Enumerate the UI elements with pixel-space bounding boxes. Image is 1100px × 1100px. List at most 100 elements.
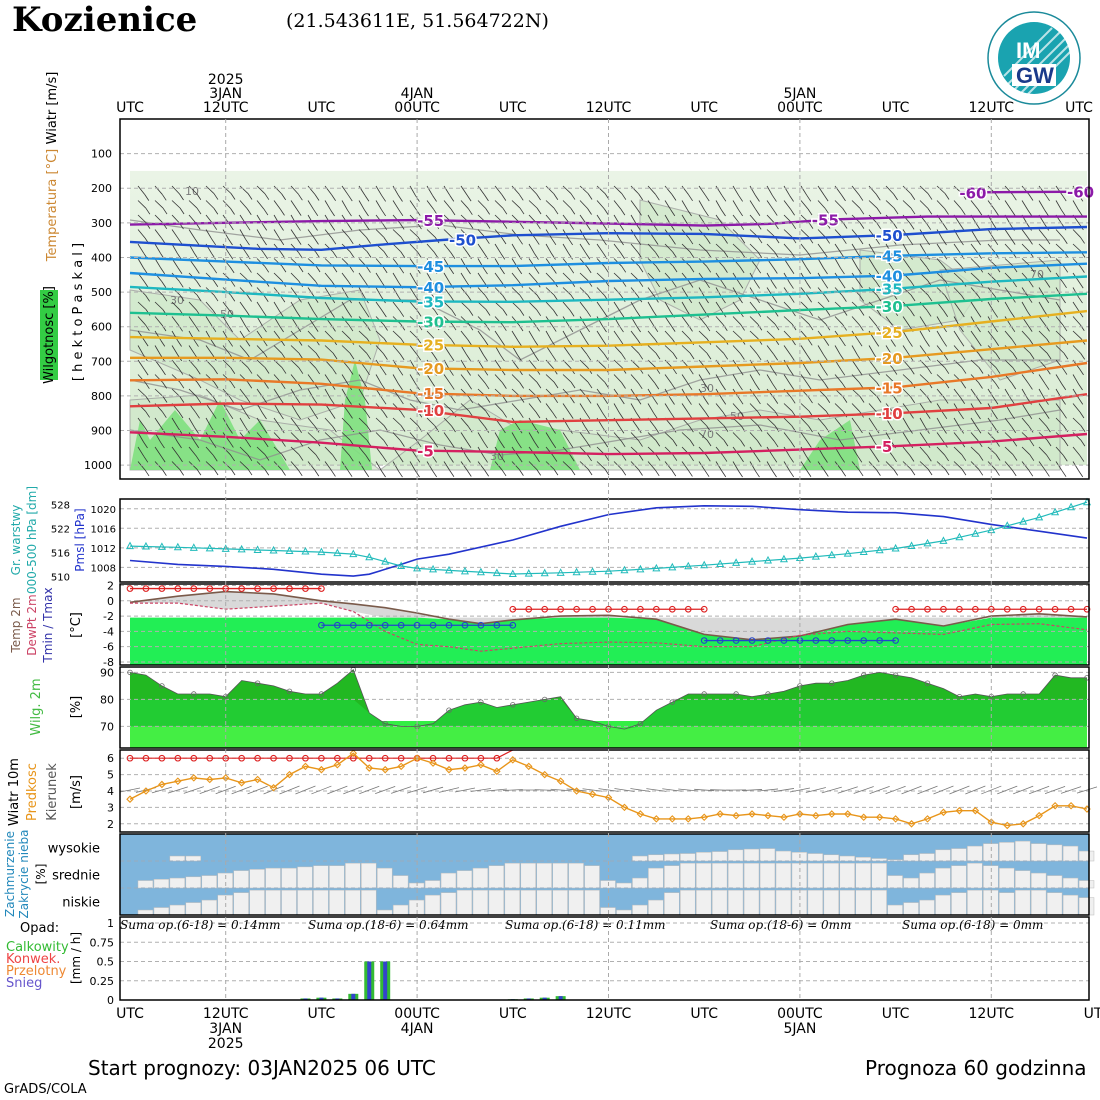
wind-barb-flag <box>586 310 592 317</box>
wind-barb-flag <box>892 455 897 463</box>
wind-barb <box>1021 301 1028 312</box>
wind-barb <box>375 461 382 472</box>
thickness-point <box>476 567 485 576</box>
wind-barb <box>341 272 349 283</box>
wind-barb <box>171 301 181 311</box>
wind-barb <box>902 446 911 456</box>
wind-barb-flag <box>195 455 201 462</box>
wind-barb-flag <box>296 224 301 231</box>
wind-barb-flag <box>415 470 420 478</box>
wind-barb-flag <box>910 468 916 476</box>
time-label-top: UTC <box>690 100 718 116</box>
wind-barb-flag <box>347 209 352 217</box>
wind-barb-flag <box>740 440 746 447</box>
thickness-point <box>588 567 597 575</box>
wind-barb-flag <box>944 468 950 476</box>
wind-barb <box>885 417 893 428</box>
precip-bar-conv <box>367 961 372 1000</box>
wind-barb <box>341 388 348 399</box>
cloud-bar-mid <box>584 865 600 889</box>
isotherm-label: -30 <box>417 314 444 332</box>
wind-barb-flag <box>842 222 848 229</box>
wind-barb-flag <box>619 397 625 405</box>
isotherm-label: -20 <box>876 350 903 368</box>
wind-barb <box>545 287 555 296</box>
wind-gust-point <box>302 754 309 762</box>
wind-barb <box>596 272 606 281</box>
wind-barb-flag <box>400 411 405 418</box>
wind-barb <box>579 243 587 254</box>
wind-barb-flag <box>740 324 745 331</box>
isotherm-label: -45 <box>876 248 903 266</box>
wind-barb-flag <box>1044 412 1050 419</box>
wind-direction-barb <box>917 785 938 795</box>
wind-barb <box>239 446 249 456</box>
wind-barb-flag <box>551 427 556 434</box>
wind-barb-flag <box>875 281 881 288</box>
wind-barb <box>953 272 963 281</box>
isotherm-label: -50 <box>449 231 476 249</box>
wind-barb-flag <box>485 309 491 316</box>
wind-barb-flag <box>1046 352 1052 360</box>
wind-barb <box>341 417 350 427</box>
wind-barb-flag <box>449 354 455 361</box>
label-precip-total: Calkowity <box>6 940 69 955</box>
wind-barb-flag <box>517 455 523 463</box>
wind-barb-flag <box>518 411 524 418</box>
wind-barb <box>783 330 792 340</box>
wind-barb-flag <box>364 209 369 217</box>
wind-barb <box>409 446 417 457</box>
wind-barb <box>188 316 196 326</box>
wind-barb-flag <box>602 223 608 231</box>
wind-barb <box>800 403 810 412</box>
wind-barb <box>477 185 485 196</box>
wind-barb <box>426 200 434 210</box>
wind-speed-point <box>907 820 916 828</box>
panel-frame-precip <box>119 916 1090 1001</box>
wind-barb-flag <box>517 441 522 449</box>
wind-barb-flag <box>789 296 795 303</box>
wind-barb-flag <box>807 339 813 346</box>
wind-barb-flag <box>1061 296 1066 304</box>
wind-barb <box>290 461 299 471</box>
wind-barb <box>154 229 162 239</box>
wind-barb <box>953 417 961 428</box>
wind-barb <box>766 185 773 196</box>
wind-barb-flag <box>483 267 488 275</box>
wind-gust-point <box>174 754 182 762</box>
wind-barb <box>596 316 603 327</box>
temp-tick: -4 <box>103 625 114 638</box>
wind-gust-point <box>429 754 437 762</box>
cloud-bar-mid <box>169 877 186 889</box>
wind-barb-flag <box>332 425 337 433</box>
wind-barb-flag <box>586 223 591 231</box>
cloud-bar-high <box>855 857 871 862</box>
wind-barb <box>630 432 639 441</box>
wind-barb-flag <box>689 352 695 360</box>
tmax-point <box>238 585 245 592</box>
humidity-point <box>829 680 835 686</box>
label-sky-coverage: Zakrycie nieba <box>17 830 31 919</box>
tmax-point <box>254 585 261 592</box>
wind-barb-flag <box>857 339 863 347</box>
cloud-bar-high <box>823 854 840 862</box>
wind-barb-flag <box>1078 383 1083 391</box>
isotherm-line--35 <box>129 275 1088 304</box>
wind-barb <box>681 301 688 312</box>
wind-barb <box>562 417 569 428</box>
thickness-point <box>397 561 406 570</box>
wind-barb-flag <box>621 353 626 360</box>
wind-barb-flag <box>552 412 557 419</box>
wind-barb-flag <box>772 470 777 478</box>
humidity-point <box>956 694 963 700</box>
wind-barb <box>137 301 147 310</box>
precip-tick: 0.5 <box>97 956 115 969</box>
temp-tick: -6 <box>103 641 114 654</box>
wind-barb-flag <box>399 353 405 361</box>
thickness-point <box>859 547 868 555</box>
wind-barb <box>494 287 503 296</box>
wind-barb <box>1055 417 1064 427</box>
wind-barb-flag <box>926 223 932 230</box>
wind-barb <box>970 200 979 210</box>
wind-barb-flag <box>927 294 933 302</box>
